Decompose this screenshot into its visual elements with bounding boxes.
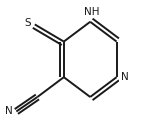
Text: S: S: [24, 18, 31, 28]
Text: N: N: [121, 72, 128, 82]
Text: NH: NH: [84, 7, 99, 17]
Text: N: N: [5, 106, 12, 116]
